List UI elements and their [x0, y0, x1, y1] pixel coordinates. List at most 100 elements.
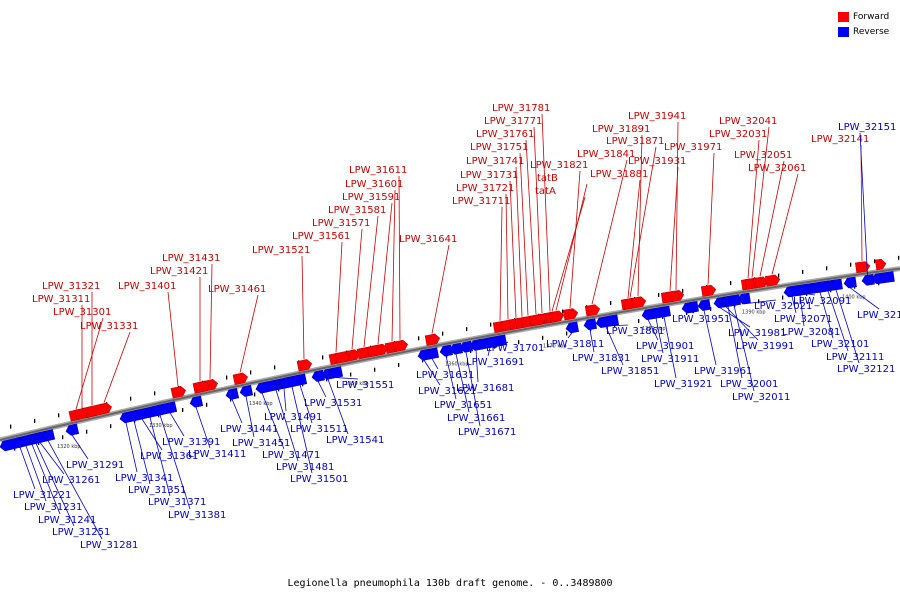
forward-gene-label: LPW_31311	[32, 294, 90, 305]
reverse-gene-leader-line	[589, 329, 595, 353]
reverse-gene-leader-line	[335, 377, 359, 380]
reverse-gene-label: LPW_31961	[694, 366, 752, 377]
reverse-gene-label: LPW_31241	[38, 515, 96, 526]
reverse-gene-leader-line	[141, 418, 163, 451]
axis-tick-mark-upper	[466, 327, 468, 332]
reverse-gene-leader-line	[291, 386, 313, 474]
forward-gene-arrow	[562, 308, 579, 321]
reverse-gene-arrow	[737, 292, 751, 305]
reverse-gene-label: LPW_31541	[326, 435, 384, 446]
forward-gene-label: LPW_31611	[349, 165, 407, 176]
legend: Forward Reverse	[838, 9, 889, 39]
reverse-gene-arrow	[239, 384, 254, 397]
axis-tick-mark-upper	[802, 269, 804, 274]
forward-gene-leader-line	[771, 173, 799, 275]
forward-gene-leader-line	[335, 241, 343, 353]
reverse-gene-leader-line	[133, 420, 151, 485]
reverse-gene-label: LPW_31951	[672, 314, 730, 325]
map-caption: Legionella pneumophila 130b draft genome…	[287, 578, 613, 589]
reverse-gene-label: LPW_31911	[641, 354, 699, 365]
reverse-gene-label: LPW_31691	[466, 357, 524, 368]
reverse-gene-label: LPW_31861	[606, 326, 664, 337]
reverse-gene-label: LPW_31661	[447, 413, 505, 424]
axis-tick-mark-upper	[562, 309, 564, 314]
forward-gene-leader-line	[669, 166, 679, 291]
forward-gene-label: tatB	[537, 173, 558, 184]
forward-gene-leader-line	[747, 139, 760, 279]
reverse-gene-leader-line	[733, 305, 755, 392]
forward-gene-leader-line	[351, 228, 363, 350]
axis-tick-mark-lower	[398, 362, 400, 367]
forward-gene-label: LPW_32041	[719, 116, 777, 127]
reverse-gene-leader-line	[71, 434, 89, 460]
reverse-gene-label: LPW_31631	[416, 370, 474, 381]
reverse-gene-label: LPW_31481	[276, 462, 334, 473]
scale-tick-label: 1380 kbp	[642, 326, 666, 332]
forward-gene-label: LPW_31641	[399, 234, 457, 245]
reverse-gene-label: LPW_31351	[128, 485, 186, 496]
gene-arrow-shape	[660, 290, 681, 304]
gene-arrow-shape	[41, 429, 56, 442]
reverse-gene-leader-line	[703, 310, 717, 366]
gene-arrow-shape	[829, 278, 843, 291]
forward-gene-arrow	[194, 380, 210, 394]
forward-gene-arrow	[700, 284, 717, 297]
gene-arrow-shape	[871, 271, 895, 285]
forward-gene-label: LPW_31941	[628, 111, 686, 122]
forward-gene-leader-line	[515, 166, 523, 317]
scale-tick-label: 1400 kbp	[842, 294, 866, 300]
forward-gene-leader-line	[533, 126, 543, 314]
reverse-gene-leader-line	[445, 355, 457, 400]
forward-gene-label: LPW_31881	[590, 169, 648, 180]
forward-gene-label: LPW_31591	[342, 192, 400, 203]
reverse-gene-label: LPW_31901	[636, 341, 694, 352]
axis-tick-mark-lower	[86, 429, 88, 434]
reverse-gene-arrow	[425, 347, 440, 360]
gene-arrow-shape	[189, 395, 204, 408]
gene-arrow-shape	[65, 423, 80, 436]
reverse-gene-label: LPW_31391	[162, 437, 220, 448]
reverse-gene-arrow	[439, 344, 454, 357]
reverse-gene-label: LPW_31381	[168, 510, 226, 521]
axis-tick-mark-upper	[490, 322, 492, 327]
gene-arrow-shape	[584, 304, 601, 317]
reverse-gene-label: LPW_31361	[140, 451, 198, 462]
reverse-gene-leader-line	[487, 347, 491, 357]
gene-arrow-shape	[700, 284, 717, 297]
forward-gene-leader-line	[569, 170, 581, 309]
reverse-gene-label: LPW_32091	[793, 296, 851, 307]
reverse-gene-label: LPW_31231	[24, 502, 82, 513]
axis-tick-mark-lower	[206, 402, 208, 407]
reverse-gene-arrow	[565, 321, 579, 334]
reverse-gene-leader-line	[655, 318, 664, 354]
axis-tick-mark-upper	[58, 413, 60, 418]
reverse-gene-label: LPW_31991	[736, 341, 794, 352]
forward-gene-arrow	[764, 274, 781, 287]
reverse-gene-leader-line	[791, 296, 797, 314]
reverse-gene-leader-line	[605, 326, 624, 366]
axis-tick-mark-upper	[730, 281, 732, 286]
forward-gene-arrow	[84, 403, 108, 418]
gene-arrow-shape	[439, 344, 454, 357]
forward-gene-leader-line	[75, 317, 104, 410]
gene-arrow-shape	[764, 274, 781, 287]
reverse-gene-leader-line	[25, 445, 47, 502]
genome-axis	[0, 267, 900, 441]
reverse-gene-arrow	[41, 429, 56, 442]
reverse-gene-leader-line	[431, 358, 439, 370]
forward-gene-label: LPW_31571	[312, 218, 370, 229]
forward-gene-arrow	[584, 304, 601, 317]
forward-gene-arrow	[854, 261, 871, 274]
forward-gene-leader-line	[751, 126, 770, 278]
axis-tick-mark-lower	[350, 372, 352, 377]
reverse-gene-label: LPW_31291	[66, 460, 124, 471]
gene-arrow-shape	[366, 343, 388, 358]
gene-arrow-shape	[449, 342, 464, 355]
gene-arrow-shape	[225, 387, 240, 400]
forward-gene-leader-line	[525, 139, 537, 315]
forward-gene-leader-line	[637, 134, 643, 297]
reverse-gene-label: LPW_31701	[486, 343, 544, 354]
reverse-gene-arrow	[727, 294, 741, 307]
reverse-gene-arrow	[697, 299, 711, 311]
reverse-gene-leader-line	[169, 412, 185, 437]
